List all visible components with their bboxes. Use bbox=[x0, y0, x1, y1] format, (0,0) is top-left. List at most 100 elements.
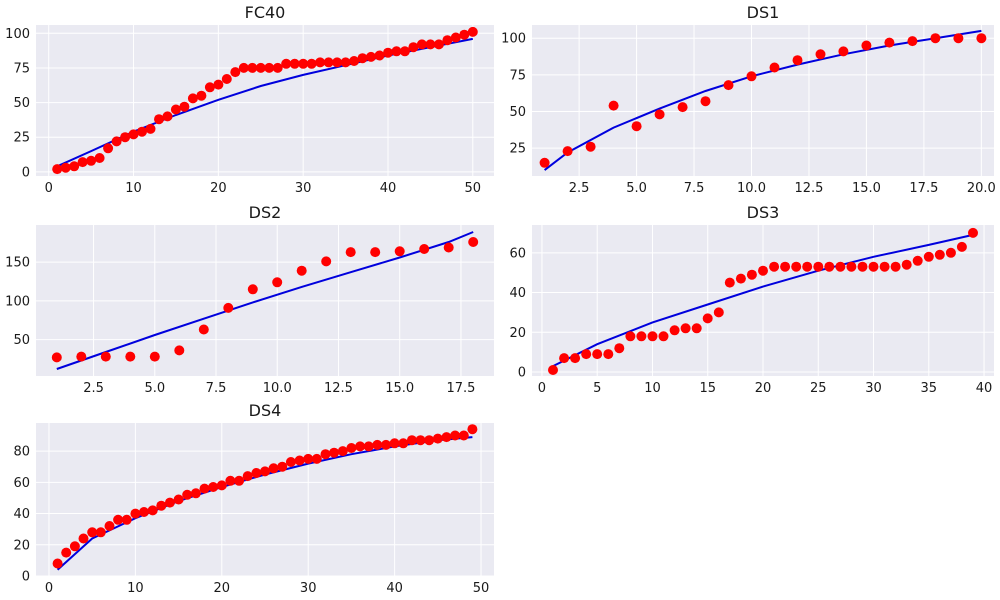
data-point bbox=[433, 39, 444, 50]
data-point bbox=[631, 121, 642, 132]
data-point bbox=[381, 439, 391, 450]
data-point bbox=[260, 466, 270, 477]
data-point bbox=[69, 161, 80, 172]
data-point bbox=[162, 111, 173, 122]
data-point bbox=[52, 558, 63, 569]
data-point bbox=[296, 265, 307, 276]
data-point bbox=[467, 26, 478, 37]
data-point bbox=[315, 57, 326, 68]
x-tick-label: 20 bbox=[210, 181, 227, 196]
data-point bbox=[424, 435, 435, 446]
panel-ds3: 0 5 10 15 20 25 30 35 40 0 20 40 60 DS3 bbox=[509, 203, 994, 396]
data-point bbox=[52, 164, 63, 175]
data-point bbox=[968, 227, 978, 238]
data-point bbox=[363, 441, 374, 452]
y-tick-label: 100 bbox=[5, 27, 30, 42]
data-point bbox=[389, 438, 400, 449]
y-tick-label: 60 bbox=[509, 246, 526, 261]
data-point bbox=[539, 157, 550, 168]
data-point bbox=[559, 353, 570, 364]
data-point bbox=[791, 261, 802, 272]
data-point bbox=[94, 153, 105, 163]
data-point bbox=[581, 349, 592, 360]
data-point bbox=[450, 430, 461, 441]
x-tick-label: 30 bbox=[300, 581, 317, 596]
data-point bbox=[846, 261, 857, 272]
y-tick-label: 50 bbox=[13, 96, 30, 111]
data-point bbox=[204, 82, 215, 93]
data-point bbox=[320, 449, 331, 460]
data-point bbox=[735, 273, 746, 284]
data-point bbox=[592, 349, 603, 360]
data-point bbox=[901, 259, 912, 270]
data-point bbox=[285, 457, 296, 467]
x-tick-label: 5.0 bbox=[626, 181, 647, 196]
data-point bbox=[374, 50, 385, 61]
data-point bbox=[242, 471, 253, 482]
data-point bbox=[306, 58, 317, 69]
data-point bbox=[746, 269, 757, 280]
data-point bbox=[570, 353, 581, 364]
data-point bbox=[912, 255, 923, 266]
data-point bbox=[145, 123, 156, 134]
data-point bbox=[468, 237, 479, 247]
x-tick-label: 20 bbox=[755, 381, 772, 396]
data-point bbox=[585, 141, 596, 152]
data-point bbox=[272, 277, 283, 288]
data-point bbox=[680, 323, 691, 334]
data-point bbox=[815, 49, 826, 60]
data-point bbox=[264, 62, 275, 73]
data-point bbox=[130, 508, 141, 519]
data-point bbox=[746, 71, 757, 82]
data-point bbox=[723, 80, 734, 91]
data-point bbox=[289, 58, 300, 69]
data-point bbox=[702, 313, 713, 324]
data-point bbox=[976, 33, 987, 44]
data-point bbox=[923, 251, 934, 262]
data-point bbox=[61, 547, 72, 558]
data-point bbox=[658, 331, 669, 342]
data-point bbox=[654, 109, 665, 120]
data-point bbox=[87, 527, 98, 538]
y-tick-label: 100 bbox=[5, 294, 30, 309]
data-point bbox=[321, 256, 332, 267]
data-point bbox=[879, 261, 890, 272]
data-point bbox=[198, 324, 209, 335]
data-point bbox=[548, 365, 558, 375]
panel-title: FC40 bbox=[245, 3, 286, 22]
data-point bbox=[608, 100, 619, 111]
data-point bbox=[458, 430, 469, 441]
data-point bbox=[154, 114, 164, 125]
data-point bbox=[443, 242, 454, 253]
y-tick-label: 50 bbox=[509, 105, 526, 120]
data-point bbox=[792, 55, 803, 66]
data-point bbox=[298, 58, 309, 69]
y-tick-label: 50 bbox=[13, 333, 30, 348]
data-point bbox=[255, 62, 266, 73]
x-tick-label: 12.5 bbox=[794, 181, 823, 196]
data-point bbox=[230, 67, 241, 78]
y-tick-label: 0 bbox=[22, 165, 30, 180]
x-tick-label: 15.0 bbox=[385, 381, 414, 396]
data-point bbox=[956, 241, 967, 252]
x-tick-label: 10 bbox=[127, 581, 144, 596]
y-tick-label: 75 bbox=[13, 61, 30, 76]
x-tick-label: 20.0 bbox=[967, 181, 996, 196]
data-point bbox=[323, 57, 334, 68]
data-point bbox=[802, 261, 813, 272]
panel-title: DS1 bbox=[747, 3, 780, 22]
data-point bbox=[103, 143, 114, 154]
x-tick-label: 10.0 bbox=[263, 381, 292, 396]
data-point bbox=[190, 488, 201, 499]
data-point bbox=[51, 352, 62, 363]
data-point bbox=[835, 261, 846, 272]
data-point bbox=[111, 136, 122, 147]
y-tick-label: 20 bbox=[13, 538, 30, 553]
x-tick-label: 40 bbox=[380, 181, 397, 196]
y-tick-label: 100 bbox=[501, 32, 526, 47]
data-point bbox=[614, 343, 625, 354]
x-tick-label: 15.0 bbox=[852, 181, 881, 196]
panel-title: DS3 bbox=[747, 203, 780, 222]
data-point bbox=[137, 126, 147, 137]
data-point bbox=[104, 521, 115, 531]
